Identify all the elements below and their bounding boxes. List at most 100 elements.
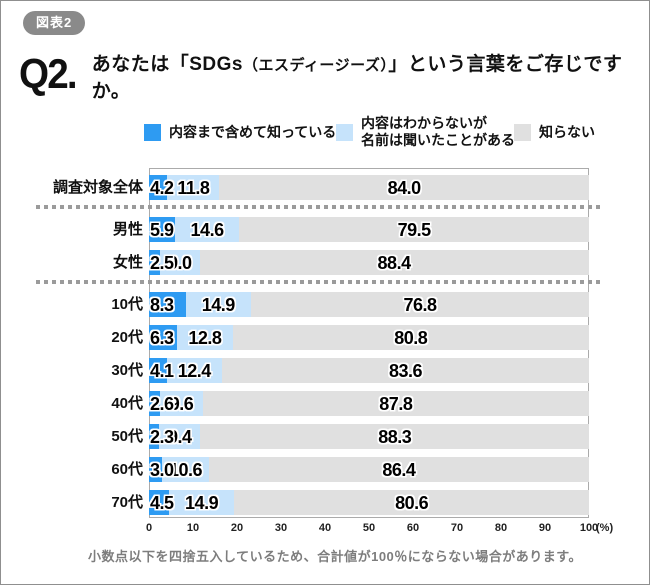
category-label: 調査対象全体	[52, 179, 143, 196]
axis-tick-label: 10	[186, 522, 200, 534]
category-label: 70代	[111, 494, 143, 511]
footnote: 小数点以下を四捨五入しているため、合計値が100％にならない場合があります。	[87, 549, 582, 564]
chart-row: 60代 3.0 10.6 86.4	[1, 457, 649, 482]
chart-row: 10代 8.3 14.9 76.8	[1, 292, 649, 317]
value-label: 12.8	[188, 327, 222, 348]
legend-swatch-icon	[514, 123, 531, 141]
value-label: 76.8	[403, 294, 437, 315]
value-label: 9.4	[168, 426, 192, 447]
category-label: 女性	[112, 254, 143, 271]
bar-segment: 83.6	[221, 358, 589, 383]
stacked-bar: 3.0 10.6 86.4	[149, 457, 589, 482]
bar-segment	[149, 325, 177, 350]
legend: 内容まで含めて知っている 内容はわからないが 名前は聞いたことがある 知らない	[1, 109, 649, 155]
bar-segment: 10.6	[162, 457, 209, 482]
separator	[1, 280, 649, 288]
value-label: 88.4	[377, 252, 412, 273]
legend-swatch-icon	[144, 123, 161, 141]
axis-tick-label: 40	[318, 522, 332, 534]
bar-segment	[149, 457, 163, 482]
axis-tick-label: 20	[230, 522, 244, 534]
question-text-rest: 」という言葉をご存じですか。	[91, 54, 623, 102]
bar-segment	[149, 358, 168, 383]
legend-swatch-icon	[336, 123, 353, 141]
bar-segment: 88.3	[200, 424, 589, 449]
bar-segment	[149, 391, 161, 416]
bar-segment	[149, 292, 186, 317]
category-label: 20代	[111, 329, 143, 346]
bar-segment: 79.5	[239, 217, 589, 242]
stacked-bar: 4.2 11.8 84.0	[149, 175, 589, 200]
figure-badge: 図表2	[23, 11, 86, 35]
bar-segment: 76.8	[251, 292, 589, 317]
value-label: 11.8	[177, 177, 210, 198]
category-label: 60代	[111, 461, 143, 478]
value-label: 86.4	[382, 459, 416, 480]
value-label: 83.6	[388, 360, 423, 381]
axis-tick-label: 50	[362, 522, 376, 534]
chart-row: 30代 4.1 12.4 83.6	[1, 358, 649, 383]
axis-tick-label: 30	[274, 522, 288, 534]
legend-label: 知らない	[539, 123, 595, 140]
bar-segment: 12.4	[167, 358, 222, 383]
axis-tick-label: 90	[538, 522, 552, 534]
bar-segment: 84.0	[219, 175, 589, 200]
bar-segment	[149, 217, 175, 242]
stacked-bar-chart: 調査対象全体 4.2 11.8 84.0 男性 5.9 14.6 79.5 女性 2.5 9.0 88…	[1, 168, 649, 537]
bar-segment: 9.4	[159, 424, 201, 449]
value-label: 14.9	[185, 492, 219, 513]
stacked-bar: 4.1 12.4 83.6	[149, 358, 589, 383]
axis-tick-label: 0	[145, 522, 153, 534]
legend-label: 内容はわからないが 名前は聞いたことがある	[361, 115, 515, 148]
value-label: 79.5	[397, 219, 432, 240]
category-label: 50代	[111, 428, 143, 445]
value-label: 80.6	[395, 492, 429, 513]
category-label: 男性	[112, 221, 143, 238]
bar-segment: 9.0	[160, 250, 200, 275]
value-label: 6.3	[150, 327, 174, 348]
value-label: 80.8	[394, 327, 428, 348]
axis-tick-label: 80	[494, 522, 508, 534]
separator-dotted-line	[36, 280, 603, 284]
axis-unit-label: (%)	[596, 522, 614, 534]
chart-row: 40代 2.6 9.6 87.8	[1, 391, 649, 416]
legend-item: 知らない	[514, 109, 595, 155]
bar-segment: 88.4	[199, 250, 589, 275]
bar-segment: 80.6	[234, 490, 589, 515]
value-label: 14.9	[201, 294, 236, 315]
value-label: 4.5	[150, 492, 174, 513]
chart-row: 20代 6.3 12.8 80.8	[1, 325, 649, 350]
value-label: 2.6	[150, 393, 174, 414]
bar-segment: 87.8	[202, 391, 589, 416]
question-text-main: あなたは「SDGs	[91, 54, 243, 75]
question-text: あなたは「SDGs（エスディージーズ）」という言葉をご存じですか。	[92, 45, 649, 103]
value-label: 14.6	[190, 219, 225, 240]
category-label: 10代	[111, 296, 143, 313]
value-label: 87.8	[379, 393, 413, 414]
separator	[1, 205, 649, 213]
value-label: 84.0	[387, 177, 422, 198]
value-label: 88.3	[378, 426, 412, 447]
value-label: 5.9	[150, 219, 174, 240]
axis-tick-label: 70	[450, 522, 464, 534]
question-row: Q2. あなたは「SDGs（エスディージーズ）」という言葉をご存じですか。	[19, 45, 649, 103]
legend-item: 内容まで含めて知っている	[144, 109, 336, 155]
bar-segment: 12.8	[176, 325, 234, 350]
value-label: 12.4	[177, 360, 212, 381]
value-label: 9.6	[169, 393, 194, 414]
bar-segment: 14.6	[174, 217, 240, 242]
question-text-reading: （エスディージーズ）	[242, 57, 389, 74]
value-label: 4.2	[150, 177, 174, 198]
bar-segment: 14.9	[168, 490, 235, 515]
category-label: 40代	[111, 395, 143, 412]
separator-dotted-line	[36, 205, 603, 209]
axis: (%) 0 10 20 30 40 50 60 70 80 90 100	[145, 522, 613, 537]
bar-segment	[149, 175, 168, 200]
stacked-bar: 2.6 9.6 87.8	[149, 391, 589, 416]
stacked-bar: 8.3 14.9 76.8	[149, 292, 589, 317]
chart-row: 50代 2.3 9.4 88.3	[1, 424, 649, 449]
bar-rows: 調査対象全体 4.2 11.8 84.0 男性 5.9 14.6 79.5 女性 2.5 9.0 88…	[1, 175, 649, 515]
stacked-bar: 4.5 14.9 80.6	[149, 490, 589, 515]
bar-segment: 14.9	[185, 292, 252, 317]
